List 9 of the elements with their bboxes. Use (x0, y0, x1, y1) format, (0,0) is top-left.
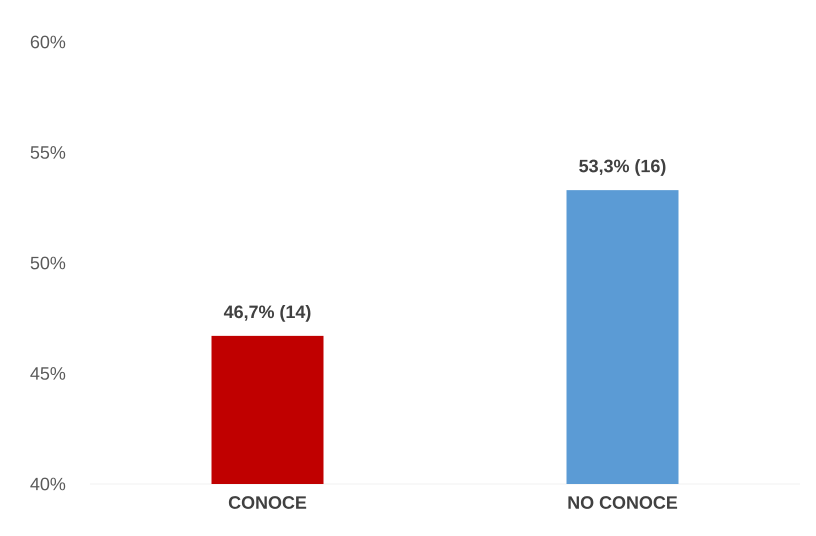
y-tick-label: 50% (30, 256, 66, 270)
y-tick-label: 40% (30, 478, 66, 490)
x-tick-label: NO CONOCE (568, 496, 678, 509)
data-label: 53,3% (16) (579, 159, 666, 176)
x-tick-label: CONOCE (228, 496, 306, 509)
data-label: 46,7% (14) (224, 305, 310, 322)
y-tick-label: 60% (30, 36, 66, 48)
y-tick-label: 55% (30, 146, 66, 159)
y-tick-label: 45% (30, 367, 66, 380)
